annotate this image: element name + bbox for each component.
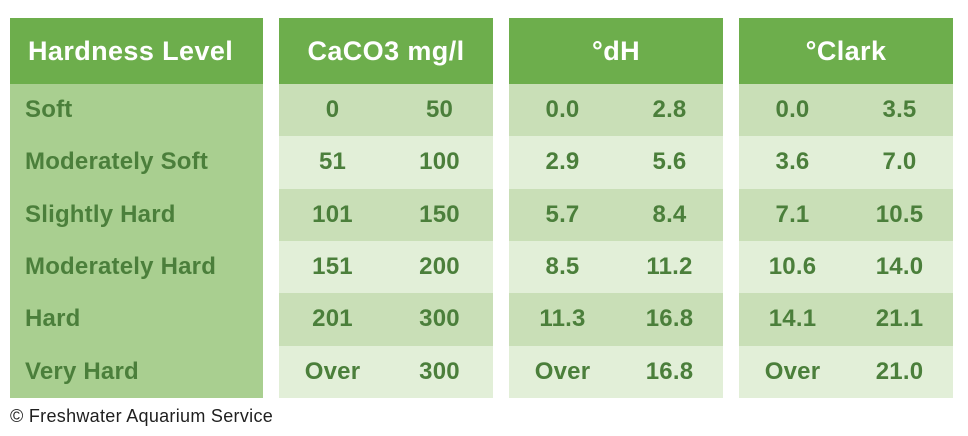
hardness-level-label: Very Hard xyxy=(25,357,139,385)
dh-range-row: Over 16.8 xyxy=(509,345,723,398)
hardness-level-cell: Hard xyxy=(10,293,263,345)
dh-range-row: 0.0 2.8 xyxy=(509,84,723,137)
dh-max-value: 8.4 xyxy=(652,200,687,228)
clark-max-value: 7.0 xyxy=(882,148,917,176)
hardness-level-header: Hardness Level xyxy=(10,18,263,84)
clark-range-row: 0.0 3.5 xyxy=(739,84,953,137)
caco3-range-row: 101 150 xyxy=(279,188,493,241)
clark-min-value: 3.6 xyxy=(775,148,810,176)
hardness-level-label: Hard xyxy=(25,305,81,333)
dh-max-value: 11.2 xyxy=(646,253,693,281)
clark-max-value: 21.1 xyxy=(875,305,924,333)
dh-min-value: 5.7 xyxy=(545,200,580,228)
hardness-level-label: Moderately Soft xyxy=(25,148,209,176)
hardness-level-cell: Moderately Soft xyxy=(10,136,263,188)
clark-max-value: 3.5 xyxy=(882,96,917,124)
clark-min-value: 10.6 xyxy=(768,253,817,281)
clark-min-value: Over xyxy=(764,357,821,385)
dh-range-row: 8.5 11.2 xyxy=(509,240,723,294)
clark-min-value: 14.1 xyxy=(768,305,817,333)
clark-range-row: 7.1 10.5 xyxy=(739,188,953,241)
caco3-range-row: 51 100 xyxy=(279,136,493,189)
dh-range-row: 2.9 5.6 xyxy=(509,136,723,189)
dh-range-row: 11.3 16.8 xyxy=(509,293,723,346)
hardness-level-cell: Very Hard xyxy=(10,346,263,398)
caco3-min-value: Over xyxy=(304,357,361,385)
hardness-level-column: Hardness Level Soft Moderately Soft Slight… xyxy=(10,18,263,398)
caco3-header-label: CaCO3 mg/l xyxy=(307,35,465,66)
clark-header: °Clark xyxy=(739,18,953,84)
dh-header-label: °dH xyxy=(592,35,640,66)
dh-min-value: 8.5 xyxy=(545,253,580,281)
caco3-max-value: 200 xyxy=(419,253,460,281)
dh-header: °dH xyxy=(509,18,723,84)
dh-min-value: 11.3 xyxy=(539,305,586,333)
caco3-min-value: 0 xyxy=(325,96,340,124)
dh-max-value: 16.8 xyxy=(645,357,694,385)
clark-range-row: 14.1 21.1 xyxy=(739,293,953,346)
caco3-max-value: 300 xyxy=(419,357,460,385)
clark-rows: 0.0 3.5 3.6 7.0 7.1 10.5 10.6 14.0 14.1 21.1 Over 2… xyxy=(739,84,953,398)
caco3-max-value: 150 xyxy=(419,200,460,228)
water-hardness-table: Hardness Level Soft Moderately Soft Slight… xyxy=(10,18,953,398)
dh-range-row: 5.7 8.4 xyxy=(509,188,723,241)
dh-rows: 0.0 2.8 2.9 5.6 5.7 8.4 8.5 11.2 11.3 16.8 Over 16.… xyxy=(509,84,723,398)
caco3-header: CaCO3 mg/l xyxy=(279,18,493,84)
clark-range-row: 3.6 7.0 xyxy=(739,136,953,189)
clark-min-value: 0.0 xyxy=(775,96,810,124)
hardness-level-label: Slightly Hard xyxy=(25,200,176,228)
hardness-level-label: Moderately Hard xyxy=(25,253,217,281)
caco3-max-value: 300 xyxy=(419,305,460,333)
hardness-level-label: Soft xyxy=(25,96,73,124)
caco3-rows: 0 50 51 100 101 150 151 200 201 300 Over 300 xyxy=(279,84,493,398)
hardness-level-cell: Soft xyxy=(10,84,263,136)
clark-column: °Clark 0.0 3.5 3.6 7.0 7.1 10.5 10.6 14.0 14.1 21… xyxy=(739,18,953,398)
caco3-column: CaCO3 mg/l 0 50 51 100 101 150 151 200 201 300 Ove… xyxy=(279,18,493,398)
clark-range-row: 10.6 14.0 xyxy=(739,240,953,294)
caco3-min-value: 151 xyxy=(312,253,353,281)
caco3-min-value: 51 xyxy=(318,148,347,176)
dh-min-value: Over xyxy=(534,357,591,385)
caco3-max-value: 100 xyxy=(419,148,460,176)
caco3-min-value: 201 xyxy=(312,305,353,333)
caco3-range-row: Over 300 xyxy=(279,345,493,398)
credit-text: © Freshwater Aquarium Service xyxy=(10,406,274,426)
caco3-range-row: 151 200 xyxy=(279,240,493,294)
clark-max-value: 14.0 xyxy=(875,253,924,281)
clark-max-value: 21.0 xyxy=(875,357,924,385)
clark-range-row: Over 21.0 xyxy=(739,345,953,398)
dh-column: °dH 0.0 2.8 2.9 5.6 5.7 8.4 8.5 11.2 11.3 16.8 Ove… xyxy=(509,18,723,398)
caco3-max-value: 50 xyxy=(425,96,454,124)
hardness-level-cell: Slightly Hard xyxy=(10,189,263,241)
hardness-level-cell: Moderately Hard xyxy=(10,241,263,293)
clark-max-value: 10.5 xyxy=(875,200,924,228)
dh-min-value: 2.9 xyxy=(545,148,580,176)
dh-max-value: 2.8 xyxy=(652,96,687,124)
dh-max-value: 5.6 xyxy=(652,148,687,176)
clark-min-value: 7.1 xyxy=(775,200,810,228)
caco3-range-row: 201 300 xyxy=(279,293,493,346)
dh-max-value: 16.8 xyxy=(645,305,694,333)
hardness-level-header-label: Hardness Level xyxy=(28,35,234,66)
dh-min-value: 0.0 xyxy=(545,96,580,124)
clark-header-label: °Clark xyxy=(805,35,887,66)
caco3-range-row: 0 50 xyxy=(279,84,493,137)
caco3-min-value: 101 xyxy=(312,200,353,228)
hardness-level-rows: Soft Moderately Soft Slightly Hard Moderate… xyxy=(10,84,263,398)
